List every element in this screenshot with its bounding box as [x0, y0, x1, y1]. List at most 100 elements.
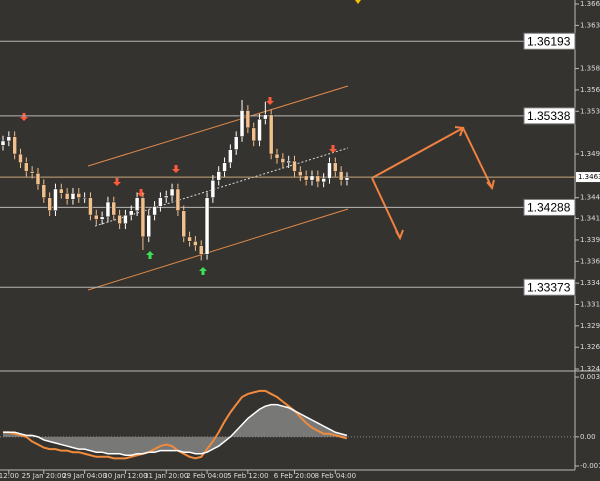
arrow-head [395, 229, 404, 241]
candle-body [24, 162, 29, 172]
candle-body [41, 184, 47, 198]
candle-body [140, 197, 146, 238]
candle-body [292, 160, 297, 172]
level-box [523, 107, 576, 125]
candle-body [263, 114, 268, 120]
candle-body [29, 171, 35, 174]
y-tick-label: 1.33915 [580, 236, 600, 244]
level-label: 1.36193 [527, 34, 571, 48]
level-label: 1.35338 [527, 109, 571, 123]
candle-body [53, 188, 58, 211]
y-tick-label: 1.35390 [580, 107, 600, 115]
sell-arrow [266, 97, 274, 105]
candle-body [233, 136, 239, 150]
oscillator-area [3, 404, 347, 456]
candle-body [105, 201, 111, 218]
candle-body [59, 188, 64, 194]
sell-arrow [172, 165, 180, 173]
y-tick-label: 1.34160 [580, 215, 600, 223]
candle-body [338, 171, 344, 181]
x-tick-label: 12:00 [0, 472, 19, 480]
level-box [523, 278, 576, 296]
candle-body [152, 206, 157, 216]
y-tick-label: 1.33175 [580, 300, 600, 308]
candle-body [0, 140, 6, 146]
sell-arrow [20, 113, 28, 121]
candle-body [169, 188, 175, 197]
buy-arrow [199, 267, 207, 275]
candle-body [251, 127, 256, 142]
projection-down [371, 177, 401, 239]
channel-upper [87, 85, 349, 167]
y-tick-label: 1.33670 [580, 257, 600, 265]
candle-body [298, 171, 303, 177]
candle-body [333, 162, 338, 172]
axis-background [575, 0, 600, 481]
sell-arrow [329, 145, 337, 153]
candle-body [280, 158, 286, 164]
candle-body [228, 149, 233, 164]
candle-body [88, 197, 93, 216]
candle-body [315, 175, 321, 183]
signals [20, 97, 337, 275]
oscillator-line [3, 403, 348, 457]
y-tick-label: 1.32685 [580, 343, 600, 351]
x-tick-label: 6 Feb 20:00 [274, 472, 315, 480]
candle-body [146, 214, 151, 238]
arrow-head [486, 179, 495, 191]
plot-background [0, 0, 575, 481]
candle-body [64, 193, 70, 200]
candle-body [12, 136, 17, 155]
candle-body [6, 136, 12, 142]
candle-body [94, 214, 99, 220]
sell-arrow [113, 178, 121, 186]
candle-body [245, 110, 251, 129]
level-label: 1.34288 [527, 201, 571, 215]
y-tick-label: 1.36620 [580, 0, 600, 8]
y-tick-label: 1.35880 [580, 65, 600, 73]
x-tick-label: 30 Jan 12:00 [103, 472, 147, 480]
candle-body [187, 236, 192, 242]
y-tick-label: 1.34900 [580, 150, 600, 158]
current-price-box [576, 172, 600, 183]
candle-body [193, 241, 198, 246]
oscillator-line [3, 389, 348, 460]
candle-body [327, 162, 332, 179]
y-tick-label: 0.0039 [580, 373, 600, 381]
level-label: 1.33373 [527, 280, 571, 294]
candle-body [35, 172, 41, 185]
y-tick-label: 0.00 [580, 433, 596, 441]
candle-body [134, 197, 140, 211]
candle-body [198, 245, 204, 255]
candle-body [76, 193, 82, 198]
candle-body [239, 110, 245, 137]
candle-body [268, 114, 274, 155]
arrow-head [454, 126, 465, 137]
candle-body [158, 197, 163, 207]
y-tick-label: 1.32930 [580, 322, 600, 330]
candle-body [210, 179, 216, 198]
x-tick-label: 8 Feb 04:00 [315, 472, 356, 480]
y-tick-label: 1.32435 [580, 365, 600, 373]
x-tick-label: 5 Feb 12:00 [227, 472, 268, 480]
candle-body [70, 193, 76, 200]
candle-body [216, 171, 221, 181]
x-tick-label: 29 Jan 04:00 [62, 472, 106, 480]
buy-arrow [146, 251, 154, 259]
candle-body [47, 197, 52, 211]
y-tick-label: 1.33420 [580, 279, 600, 287]
candle-body [82, 197, 87, 199]
level-box [523, 198, 576, 216]
candle-body [117, 214, 122, 225]
candle-body [99, 216, 105, 220]
candle-body [222, 162, 227, 172]
candle-body [123, 214, 128, 225]
projection-arrows [371, 126, 495, 241]
candle-body [181, 210, 186, 238]
y-tick-label: -0.0019 [580, 462, 600, 470]
candle-body [204, 197, 210, 255]
candle-body [175, 188, 181, 211]
channel-lower [87, 208, 349, 291]
candle-body [257, 118, 262, 142]
